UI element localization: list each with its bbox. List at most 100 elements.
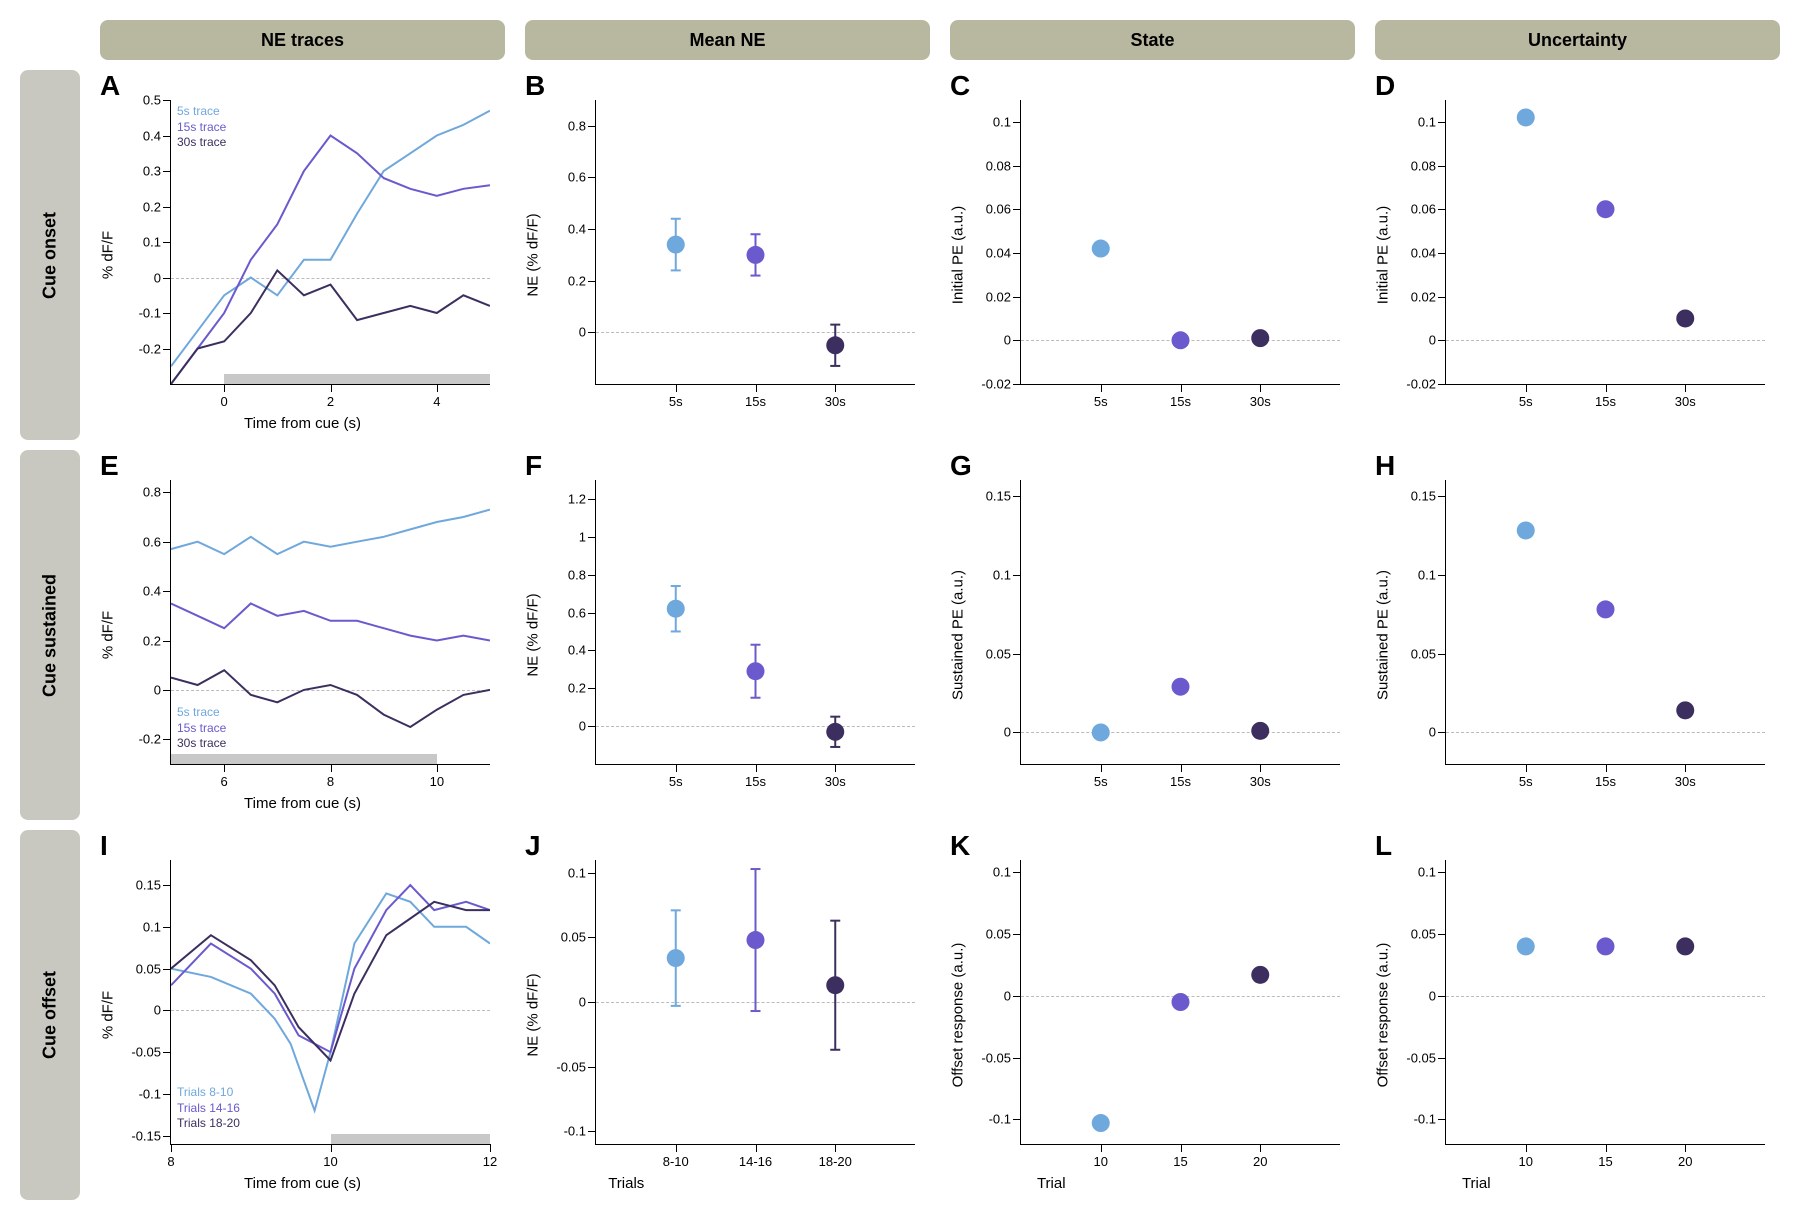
data-point (1251, 329, 1269, 347)
y-tick-label: -0.1 (564, 1124, 596, 1139)
plot-area: 00.20.40.60.85s15s30s (595, 100, 915, 385)
data-point (1597, 600, 1615, 618)
data-point (1172, 678, 1190, 696)
y-tick-label: 0 (154, 682, 171, 697)
y-tick-label: 0.08 (1411, 158, 1446, 173)
y-tick-label: 0 (154, 270, 171, 285)
col-header-2: State (950, 20, 1355, 60)
legend-item: 15s trace (177, 721, 226, 737)
data-point (1092, 723, 1110, 741)
panel-letter: E (100, 450, 119, 482)
row-header-1: Cue sustained (20, 450, 80, 820)
data-point (1517, 521, 1535, 539)
y-tick-label: 0.02 (986, 289, 1021, 304)
y-axis-label: Initial PE (a.u.) (950, 206, 967, 304)
plot-area: -0.1-0.0500.050.1101520 (1020, 860, 1340, 1145)
trace-line (171, 885, 490, 1052)
plot-area: -0.15-0.1-0.0500.050.10.1581012Trials 8-… (170, 860, 490, 1145)
y-tick-label: 0.6 (568, 170, 596, 185)
y-tick-label: 0.1 (993, 865, 1021, 880)
x-axis-label: Time from cue (s) (244, 415, 361, 432)
legend-item: Trials 18-20 (177, 1116, 240, 1132)
y-axis-label: Offset response (a.u.) (950, 943, 967, 1088)
y-axis-label: NE (% dF/F) (525, 213, 542, 296)
y-tick-label: 0 (1429, 988, 1446, 1003)
y-axis-label: NE (% dF/F) (525, 593, 542, 676)
x-tick-label: 4 (433, 384, 440, 409)
y-tick-label: 0.4 (143, 128, 171, 143)
data-point (1676, 309, 1694, 327)
data-point (1172, 993, 1190, 1011)
plot-area: -0.1-0.0500.050.18-1014-1618-20 (595, 860, 915, 1145)
x-tick-label: 15s (745, 384, 766, 409)
x-tick-label: 30s (1250, 764, 1271, 789)
y-tick-label: 0.02 (1411, 289, 1446, 304)
data-point (1676, 701, 1694, 719)
y-tick-label: 0 (579, 995, 596, 1010)
y-tick-label: 0.05 (1411, 646, 1446, 661)
y-tick-label: 0.3 (143, 164, 171, 179)
grid-corner (20, 20, 80, 60)
x-tick-label: 0 (221, 384, 228, 409)
x-tick-label: 5s (1519, 384, 1533, 409)
y-tick-label: -0.2 (139, 732, 171, 747)
x-tick-label: 30s (825, 764, 846, 789)
legend-item: 5s trace (177, 705, 226, 721)
y-tick-label: 0.8 (143, 485, 171, 500)
x-tick-label: 30s (1675, 764, 1696, 789)
x-tick-label: 8 (327, 764, 334, 789)
x-axis-label: Time from cue (s) (244, 795, 361, 812)
y-tick-label: 0.1 (143, 919, 171, 934)
data-point (667, 600, 685, 618)
y-axis-label: Offset response (a.u.) (1375, 943, 1392, 1088)
panel-letter: J (525, 830, 541, 862)
scatter-svg (596, 100, 915, 384)
data-point (667, 949, 685, 967)
y-axis-label: NE (% dF/F) (525, 973, 542, 1056)
plot-area: -0.1-0.0500.050.1101520 (1445, 860, 1765, 1145)
x-tick-label: 15 (1173, 1144, 1187, 1169)
y-tick-label: -0.1 (1414, 1112, 1446, 1127)
y-tick-label: -0.05 (981, 1050, 1021, 1065)
panel-letter: I (100, 830, 108, 862)
legend-item: Trials 14-16 (177, 1101, 240, 1117)
legend: 5s trace15s trace30s trace (177, 705, 226, 752)
x-tick-label: 15s (1595, 384, 1616, 409)
x-tick-label: 5s (669, 764, 683, 789)
x-tick-label: 8-10 (663, 1144, 689, 1169)
y-tick-label: 0 (579, 719, 596, 734)
data-point (826, 976, 844, 994)
panel-H: HSustained PE (a.u.)00.050.10.155s15s30s (1375, 450, 1780, 820)
y-tick-label: 0.05 (986, 646, 1021, 661)
y-tick-label: -0.02 (1406, 377, 1446, 392)
x-tick-label: 15s (1170, 384, 1191, 409)
panel-letter: D (1375, 70, 1395, 102)
data-point (1092, 240, 1110, 258)
scatter-svg (1446, 860, 1765, 1144)
y-axis-label: % dF/F (100, 611, 117, 659)
y-tick-label: 0.1 (568, 865, 596, 880)
scatter-svg (1021, 480, 1340, 764)
y-tick-label: 0.4 (568, 222, 596, 237)
row-header-2: Cue offset (20, 830, 80, 1200)
data-point (1597, 200, 1615, 218)
x-tick-label: 20 (1678, 1144, 1692, 1169)
trace-line (171, 270, 490, 384)
col-header-0: NE traces (100, 20, 505, 60)
col-header-3: Uncertainty (1375, 20, 1780, 60)
x-tick-label: 15 (1598, 1144, 1612, 1169)
y-tick-label: 0 (579, 325, 596, 340)
y-tick-label: 0.15 (136, 878, 171, 893)
x-tick-label: 15s (745, 764, 766, 789)
x-tick-label: 18-20 (819, 1144, 852, 1169)
x-tick-label: 20 (1253, 1144, 1267, 1169)
x-tick-label: 10 (1094, 1144, 1108, 1169)
figure-grid: NE tracesMean NEStateUncertaintyCue onse… (20, 20, 1780, 1200)
legend-item: Trials 8-10 (177, 1085, 240, 1101)
plot-area: 00.050.10.155s15s30s (1020, 480, 1340, 765)
plot-area: 00.050.10.155s15s30s (1445, 480, 1765, 765)
panel-L: LOffset response (a.u.)Trial-0.1-0.0500.… (1375, 830, 1780, 1200)
plot-area: -0.200.20.40.60.868105s trace15s trace30… (170, 480, 490, 765)
y-tick-label: -0.2 (139, 341, 171, 356)
panel-letter: C (950, 70, 970, 102)
